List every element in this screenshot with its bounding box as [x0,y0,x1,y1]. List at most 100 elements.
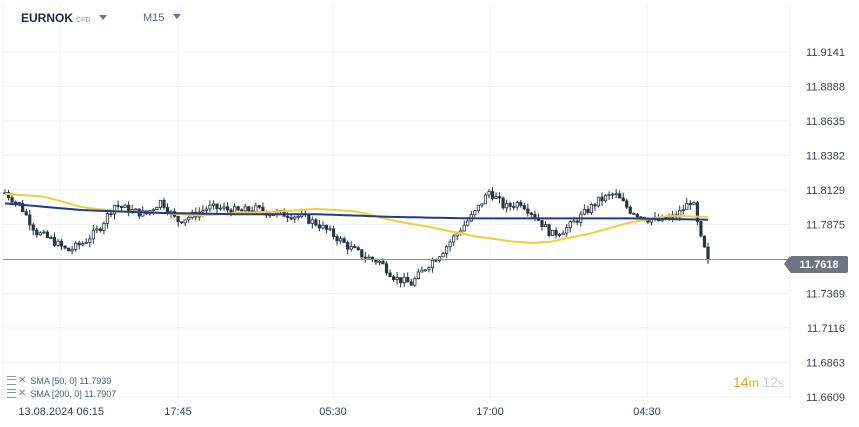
candle [702,235,707,248]
y-axis: 11.9141 11.8888 11.8635 11.8382 11.8129 11.78… [806,47,845,404]
candle [462,220,466,232]
candle-body [307,214,311,224]
candle [589,202,594,215]
y-tick-label: 11.7875 [806,220,845,232]
candle [565,223,569,237]
candle [77,240,81,250]
candle [349,241,353,252]
indicator-settings-icon[interactable] [7,376,16,385]
candle-body [360,249,364,258]
candle-body [339,238,343,242]
candle-body [391,276,396,281]
candle-body [261,206,265,212]
candle-body [437,256,442,262]
candle [208,200,212,213]
candle-body [180,221,184,224]
candle-body [395,277,399,281]
candle [692,201,696,206]
candle-body [420,269,424,273]
candle [257,204,261,210]
sma-200-line [4,202,709,221]
candle-body [52,237,57,246]
candle-body [625,200,629,208]
candle [356,245,360,252]
candle-body [28,214,32,226]
candle-body [635,213,639,218]
candle [123,203,127,208]
candle-body [211,203,216,206]
candle-body [448,241,452,248]
candle [505,199,509,213]
candle [289,214,293,221]
candle [6,190,11,201]
candle-body [593,204,597,207]
candle-body [611,193,615,196]
candle-body [547,224,551,236]
candle-body [582,208,586,215]
candle [49,235,53,240]
candle [469,210,473,223]
candle-body [31,224,35,231]
candle-body [81,243,85,246]
candle [699,220,703,238]
candle-body [257,205,261,208]
candle-body [116,204,120,207]
close-icon[interactable]: ✕ [18,375,27,386]
symbol-selector[interactable]: EURNOK CFD [21,11,108,25]
candle [63,245,67,250]
candle [293,215,297,223]
chart-grid [2,4,791,398]
countdown-seconds: 12 [762,374,779,390]
candle [151,208,155,215]
candle-body [84,241,88,244]
candle [586,205,590,215]
candle [483,193,488,205]
close-icon[interactable]: ✕ [18,388,27,399]
x-axis: 13.08.2024 06:15 17:45 05:30 17:00 04:30 [18,406,660,418]
candle [275,209,279,218]
caret-down-icon[interactable] [173,14,182,19]
x-tick-label: 05:30 [319,406,347,418]
candle-body [346,242,350,250]
candle [215,203,219,215]
candle-body [74,242,78,250]
caret-down-icon[interactable] [99,15,108,20]
candle [547,223,551,238]
candle [162,197,166,210]
candle [240,208,244,212]
candle [310,216,314,229]
candle [384,261,389,276]
candle [473,210,477,218]
candle [554,227,558,239]
candle-body [434,259,438,262]
candle [137,208,141,219]
countdown-minutes-unit: m [748,376,759,390]
candle [155,206,159,211]
interval-selector[interactable]: M15 [143,12,182,24]
candle [211,200,216,210]
candle-body [176,215,180,223]
candles [3,187,710,288]
candle-body [568,221,572,229]
candle-body [497,196,502,199]
candle [52,232,57,247]
candle [183,219,187,227]
candle [533,210,537,222]
candle [391,274,396,282]
candle-countdown: 14m 12s [733,374,784,390]
indicator-settings-icon[interactable] [7,389,16,398]
candle-body [109,213,113,216]
candle [180,221,184,224]
candle-body [296,216,300,218]
candle [324,224,329,234]
candle [550,229,555,236]
candle-body [692,202,696,206]
candle [497,192,502,204]
candle-body [423,269,427,272]
candle [395,272,399,285]
candle [321,221,325,230]
candle-body [21,203,25,213]
candle [35,227,39,238]
candle [603,194,608,203]
